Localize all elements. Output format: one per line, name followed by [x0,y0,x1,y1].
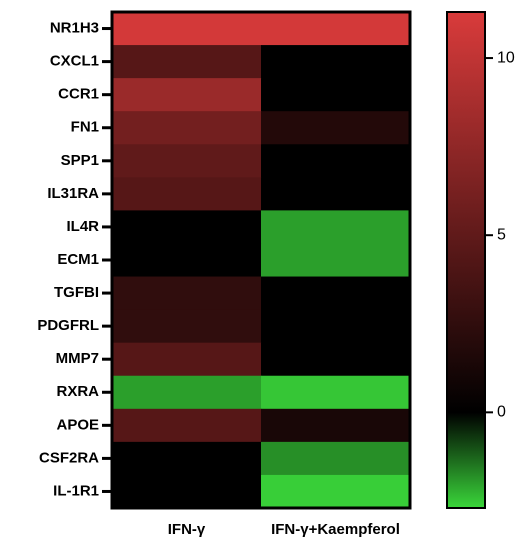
row-label: APOE [56,416,99,433]
heatmap-cell [261,243,411,278]
heatmap-cell [261,375,411,410]
row-label: SPP1 [61,152,99,169]
heatmap-cell [261,111,411,145]
heatmap-cell [261,45,411,79]
heatmap-cell [261,309,411,344]
heatmap-cell [112,309,262,344]
heatmap-cell [261,408,411,443]
row-label: PDGFRL [37,317,99,334]
column-label: IFN-γ+Kaempferol [271,521,400,538]
row-label: ECM1 [57,251,99,268]
row-label: NR1H3 [50,20,99,37]
heatmap-cell [112,474,262,509]
row-label: IL31RA [47,185,99,202]
colorbar [446,11,486,509]
heatmap-cell [112,408,262,443]
heatmap-cell [261,276,411,311]
row-label: RXRA [56,383,99,400]
heatmap-cell [261,342,411,377]
row-label: MMP7 [56,350,99,367]
row-label: TGFBI [54,284,99,301]
heatmap-cell [261,210,411,244]
heatmap-cell [261,144,411,178]
heatmap-cell [112,12,262,46]
heatmap-cell [112,210,262,244]
row-label: CCR1 [58,86,99,103]
heatmap-cell [112,45,262,79]
heatmap-cell [261,474,411,509]
row-label: FN1 [71,119,99,136]
row-label: IL-1R1 [53,482,99,499]
heatmap-cell [261,177,411,211]
row-label: CSF2RA [39,449,99,466]
colorbar-tick-label: 10 [497,49,515,66]
column-label: IFN-γ [168,521,206,538]
heatmap-cell [112,243,262,278]
heatmap-cell [112,111,262,145]
colorbar-tick-label: 5 [497,226,506,243]
heatmap-cell [112,144,262,178]
heatmap-cell [112,177,262,211]
row-label: IL4R [66,218,99,235]
heatmap-cell [112,441,262,476]
row-label: CXCL1 [50,53,99,70]
heatmap-cell [112,375,262,410]
colorbar-tick-label: 0 [497,404,506,421]
heatmap-cell [112,276,262,311]
heatmap-cell [112,342,262,377]
heatmap-cell [261,78,411,112]
heatmap-cell [261,441,411,476]
heatmap-cell [261,12,411,46]
heatmap-cell [112,78,262,112]
